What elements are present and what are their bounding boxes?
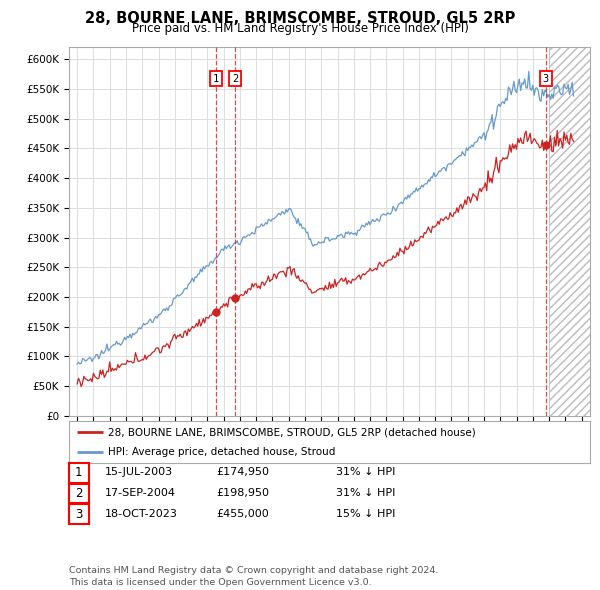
Text: Price paid vs. HM Land Registry's House Price Index (HPI): Price paid vs. HM Land Registry's House …: [131, 22, 469, 35]
Text: 3: 3: [75, 507, 83, 521]
Bar: [549, 47, 590, 416]
Text: 2: 2: [232, 74, 238, 84]
Text: £198,950: £198,950: [216, 488, 269, 498]
Text: 1: 1: [213, 74, 219, 84]
Text: 15% ↓ HPI: 15% ↓ HPI: [336, 509, 395, 519]
Text: Contains HM Land Registry data © Crown copyright and database right 2024.
This d: Contains HM Land Registry data © Crown c…: [69, 566, 439, 587]
Text: 2: 2: [75, 487, 83, 500]
Text: £174,950: £174,950: [216, 467, 269, 477]
Text: 31% ↓ HPI: 31% ↓ HPI: [336, 467, 395, 477]
Text: £455,000: £455,000: [216, 509, 269, 519]
Text: 18-OCT-2023: 18-OCT-2023: [105, 509, 178, 519]
Text: 28, BOURNE LANE, BRIMSCOMBE, STROUD, GL5 2RP (detached house): 28, BOURNE LANE, BRIMSCOMBE, STROUD, GL5…: [108, 427, 476, 437]
Text: 28, BOURNE LANE, BRIMSCOMBE, STROUD, GL5 2RP: 28, BOURNE LANE, BRIMSCOMBE, STROUD, GL5…: [85, 11, 515, 25]
Text: 31% ↓ HPI: 31% ↓ HPI: [336, 488, 395, 498]
Text: 17-SEP-2004: 17-SEP-2004: [105, 488, 176, 498]
Text: 1: 1: [75, 466, 83, 480]
Text: 3: 3: [542, 74, 549, 84]
Text: 15-JUL-2003: 15-JUL-2003: [105, 467, 173, 477]
Text: HPI: Average price, detached house, Stroud: HPI: Average price, detached house, Stro…: [108, 447, 335, 457]
